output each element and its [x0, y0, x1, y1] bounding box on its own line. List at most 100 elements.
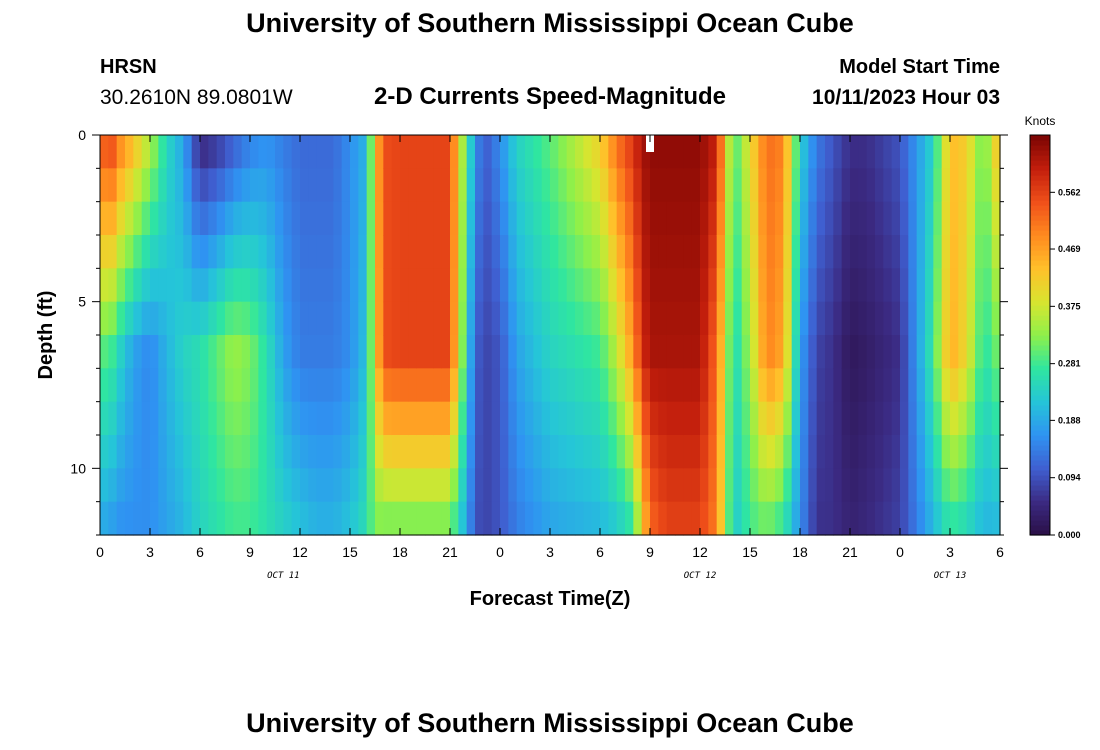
heatmap-cell — [175, 435, 184, 469]
heatmap-cell — [325, 435, 334, 469]
heatmap-cell — [950, 501, 959, 536]
heatmap-cell — [491, 301, 501, 336]
heatmap-cell — [850, 335, 859, 369]
heatmap-cell — [983, 468, 993, 503]
heatmap-cell — [933, 401, 943, 436]
heatmap-cell — [650, 301, 659, 336]
heatmap-cell — [283, 201, 293, 236]
heatmap-cell — [833, 335, 843, 369]
heatmap-cell — [200, 501, 209, 536]
heatmap-cell — [825, 401, 834, 436]
heatmap-cell — [116, 301, 126, 336]
colorbar-segment — [1030, 390, 1050, 396]
colorbar-frame — [1029, 134, 1051, 536]
heatmap-cell — [808, 435, 818, 469]
heatmap-cell — [975, 501, 984, 536]
heatmap-cell — [891, 135, 901, 169]
heatmap-cell — [758, 468, 768, 503]
heatmap-cell — [475, 135, 484, 169]
heatmap-cell — [533, 168, 543, 203]
heatmap-cell — [341, 201, 351, 236]
heatmap-cell — [150, 501, 159, 536]
heatmap-cell — [383, 335, 393, 369]
heatmap-cell — [608, 268, 618, 303]
heatmap-cell — [508, 201, 518, 236]
heatmap-cell — [575, 468, 584, 503]
heatmap-cell — [550, 301, 559, 336]
heatmap-cell — [116, 268, 126, 303]
heatmap-cell — [175, 501, 184, 536]
colorbar-tick-label: 0.375 — [1058, 301, 1081, 311]
heatmap-cell — [700, 335, 709, 369]
heatmap-cell — [675, 201, 684, 236]
heatmap-cell — [641, 268, 651, 303]
heatmap-cell — [241, 168, 251, 203]
heatmap-cell — [308, 368, 318, 403]
heatmap-cell — [225, 335, 234, 369]
heatmap-cell — [291, 468, 301, 503]
heatmap-cell — [966, 268, 976, 303]
heatmap-cell — [516, 301, 526, 336]
heatmap-cell — [358, 368, 368, 403]
heatmap-cell — [416, 468, 426, 503]
heatmap-cell — [883, 401, 893, 436]
heatmap-cell — [733, 335, 743, 369]
heatmap-cell — [983, 501, 993, 536]
heatmap-cell — [950, 301, 959, 336]
heatmap-cell — [966, 235, 976, 269]
heatmap-cell — [900, 135, 909, 169]
heatmap-cell — [675, 435, 684, 469]
heatmap-cell — [308, 468, 318, 503]
heatmap-cell — [975, 268, 984, 303]
heatmap-cell — [950, 335, 959, 369]
heatmap-cell — [233, 301, 243, 336]
heatmap-cell — [458, 435, 468, 469]
heatmap-cell — [425, 501, 434, 536]
heatmap-cell — [158, 468, 168, 503]
colorbar-segment — [1030, 330, 1050, 336]
heatmap-cell — [958, 135, 968, 169]
x-tick-label: 3 — [946, 544, 954, 560]
heatmap-cell — [650, 201, 659, 236]
heatmap-cell — [983, 168, 993, 203]
heatmap-cell — [316, 468, 326, 503]
heatmap-cell — [300, 168, 309, 203]
heatmap-cell — [741, 268, 751, 303]
heatmap-cell — [875, 268, 884, 303]
heatmap-cell — [441, 235, 451, 269]
heatmap-cell — [983, 301, 993, 336]
heatmap-cell — [608, 435, 618, 469]
heatmap-cell — [916, 401, 926, 436]
heatmap-cell — [458, 468, 468, 503]
heatmap-cell — [975, 301, 984, 336]
heatmap-cell — [916, 368, 926, 403]
heatmap-cell — [775, 268, 784, 303]
heatmap-cell — [208, 468, 218, 503]
heatmap-cell — [525, 335, 534, 369]
heatmap-cell — [183, 235, 193, 269]
heatmap-cell — [566, 368, 576, 403]
heatmap-cell — [800, 401, 809, 436]
heatmap-cell — [591, 301, 601, 336]
heatmap-cell — [566, 435, 576, 469]
heatmap-cell — [908, 301, 918, 336]
heatmap-cell — [808, 301, 818, 336]
heatmap-cell — [808, 135, 818, 169]
heatmap-cell — [233, 401, 243, 436]
heatmap-cell — [100, 168, 109, 203]
heatmap-cell — [425, 168, 434, 203]
heatmap-cell — [883, 168, 893, 203]
heatmap-cell — [683, 368, 693, 403]
heatmap-cell — [558, 135, 568, 169]
heatmap-cell — [100, 301, 109, 336]
heatmap-cell — [808, 468, 818, 503]
heatmap-cell — [733, 135, 743, 169]
heatmap-cell — [983, 368, 993, 403]
heatmap-cell — [758, 335, 768, 369]
heatmap-cell — [691, 168, 701, 203]
heatmap-cell — [916, 235, 926, 269]
heatmap-cell — [783, 201, 793, 236]
heatmap-cell — [866, 201, 876, 236]
heatmap-cell — [941, 468, 951, 503]
heatmap-cell — [616, 168, 626, 203]
